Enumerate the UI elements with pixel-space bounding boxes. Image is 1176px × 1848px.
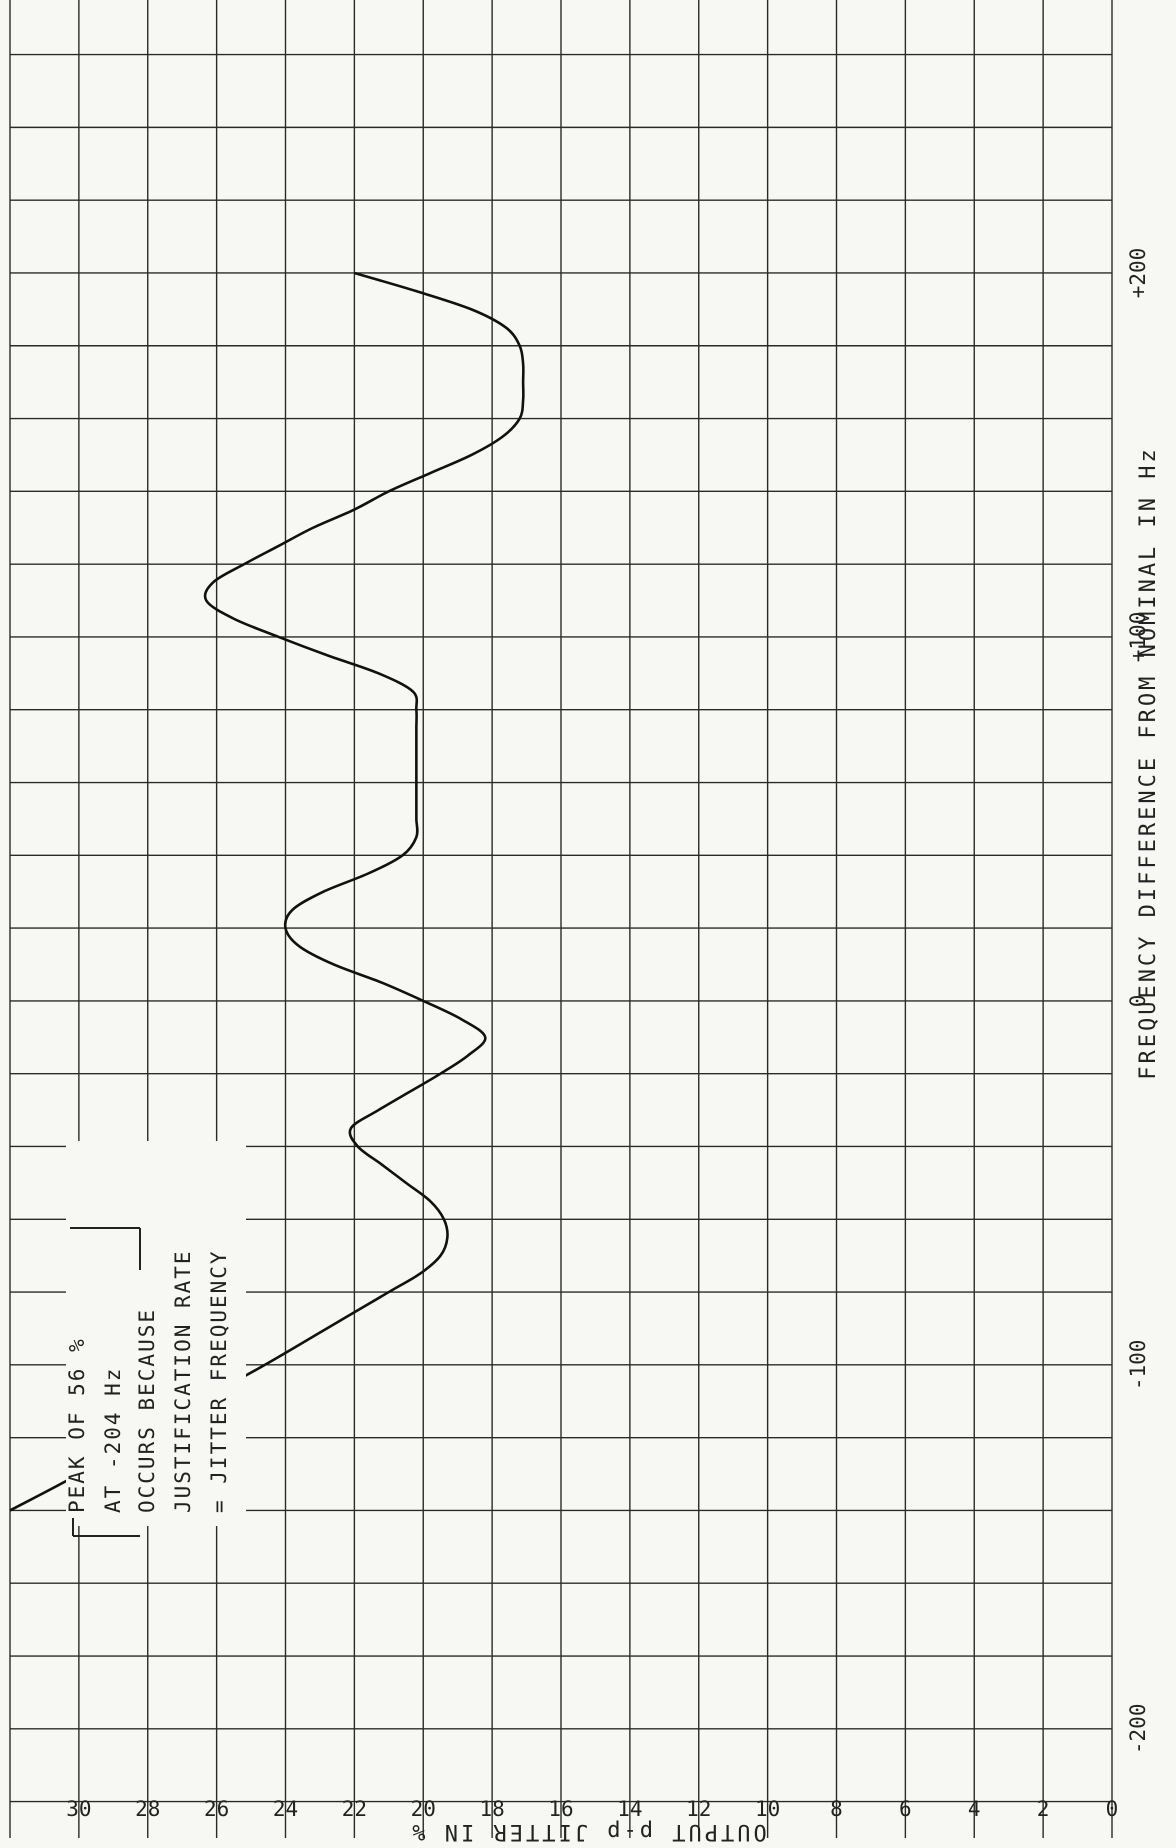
y-tick-label: 22 xyxy=(342,1797,367,1821)
y-tick-label: 2 xyxy=(1037,1797,1050,1821)
annotation-line-5: = JITTER FREQUENCY xyxy=(207,1249,231,1513)
y-tick-label: 10 xyxy=(755,1797,780,1821)
y-tick-label: 18 xyxy=(479,1797,504,1821)
jitter-curve xyxy=(9,271,525,1512)
annotation-line-4: JUSTIFICATION RATE xyxy=(171,1249,195,1513)
y-tick-label: 28 xyxy=(135,1797,160,1821)
x-tick-label: 0 xyxy=(1126,995,1150,1008)
annotation-line-3: OCCURS BECAUSE xyxy=(135,1308,159,1513)
y-axis-title: OUTPUT p-p JITTER IN % xyxy=(409,1819,766,1844)
x-tick-label: +200 xyxy=(1126,248,1150,299)
x-tick-label: +100 xyxy=(1126,612,1150,663)
annotation-box: PEAK OF 56 % AT -204 Hz OCCURS BECAUSE J… xyxy=(65,1141,246,1537)
y-tick-label: 24 xyxy=(273,1797,298,1821)
y-tick-label: 6 xyxy=(899,1797,912,1821)
x-tick-label: -200 xyxy=(1126,1704,1150,1755)
annotation-line-1: PEAK OF 56 % xyxy=(65,1337,89,1513)
x-tick-label: -100 xyxy=(1126,1340,1150,1391)
y-tick-label: 12 xyxy=(686,1797,711,1821)
annotation-line-2: AT -204 Hz xyxy=(101,1367,125,1513)
y-tick-label-0: 0 xyxy=(1106,1797,1119,1821)
grid-lines xyxy=(9,0,1113,1838)
y-tick-label: 14 xyxy=(617,1797,642,1821)
y-tick-label: 8 xyxy=(830,1797,843,1821)
jitter-curve-group xyxy=(9,271,525,1512)
y-tick-label: 26 xyxy=(204,1797,229,1821)
y-tick-label: 16 xyxy=(548,1797,573,1821)
x-tick-labels: -200 -100 0 +100 +200 xyxy=(1126,248,1150,1754)
y-tick-label: 20 xyxy=(411,1797,436,1821)
y-tick-label: 4 xyxy=(968,1797,981,1821)
y-tick-label: 30 xyxy=(66,1797,91,1821)
x-axis-title: FREQUENCY DIFFERENCE FROM NOMINAL IN Hz xyxy=(1136,446,1161,1080)
